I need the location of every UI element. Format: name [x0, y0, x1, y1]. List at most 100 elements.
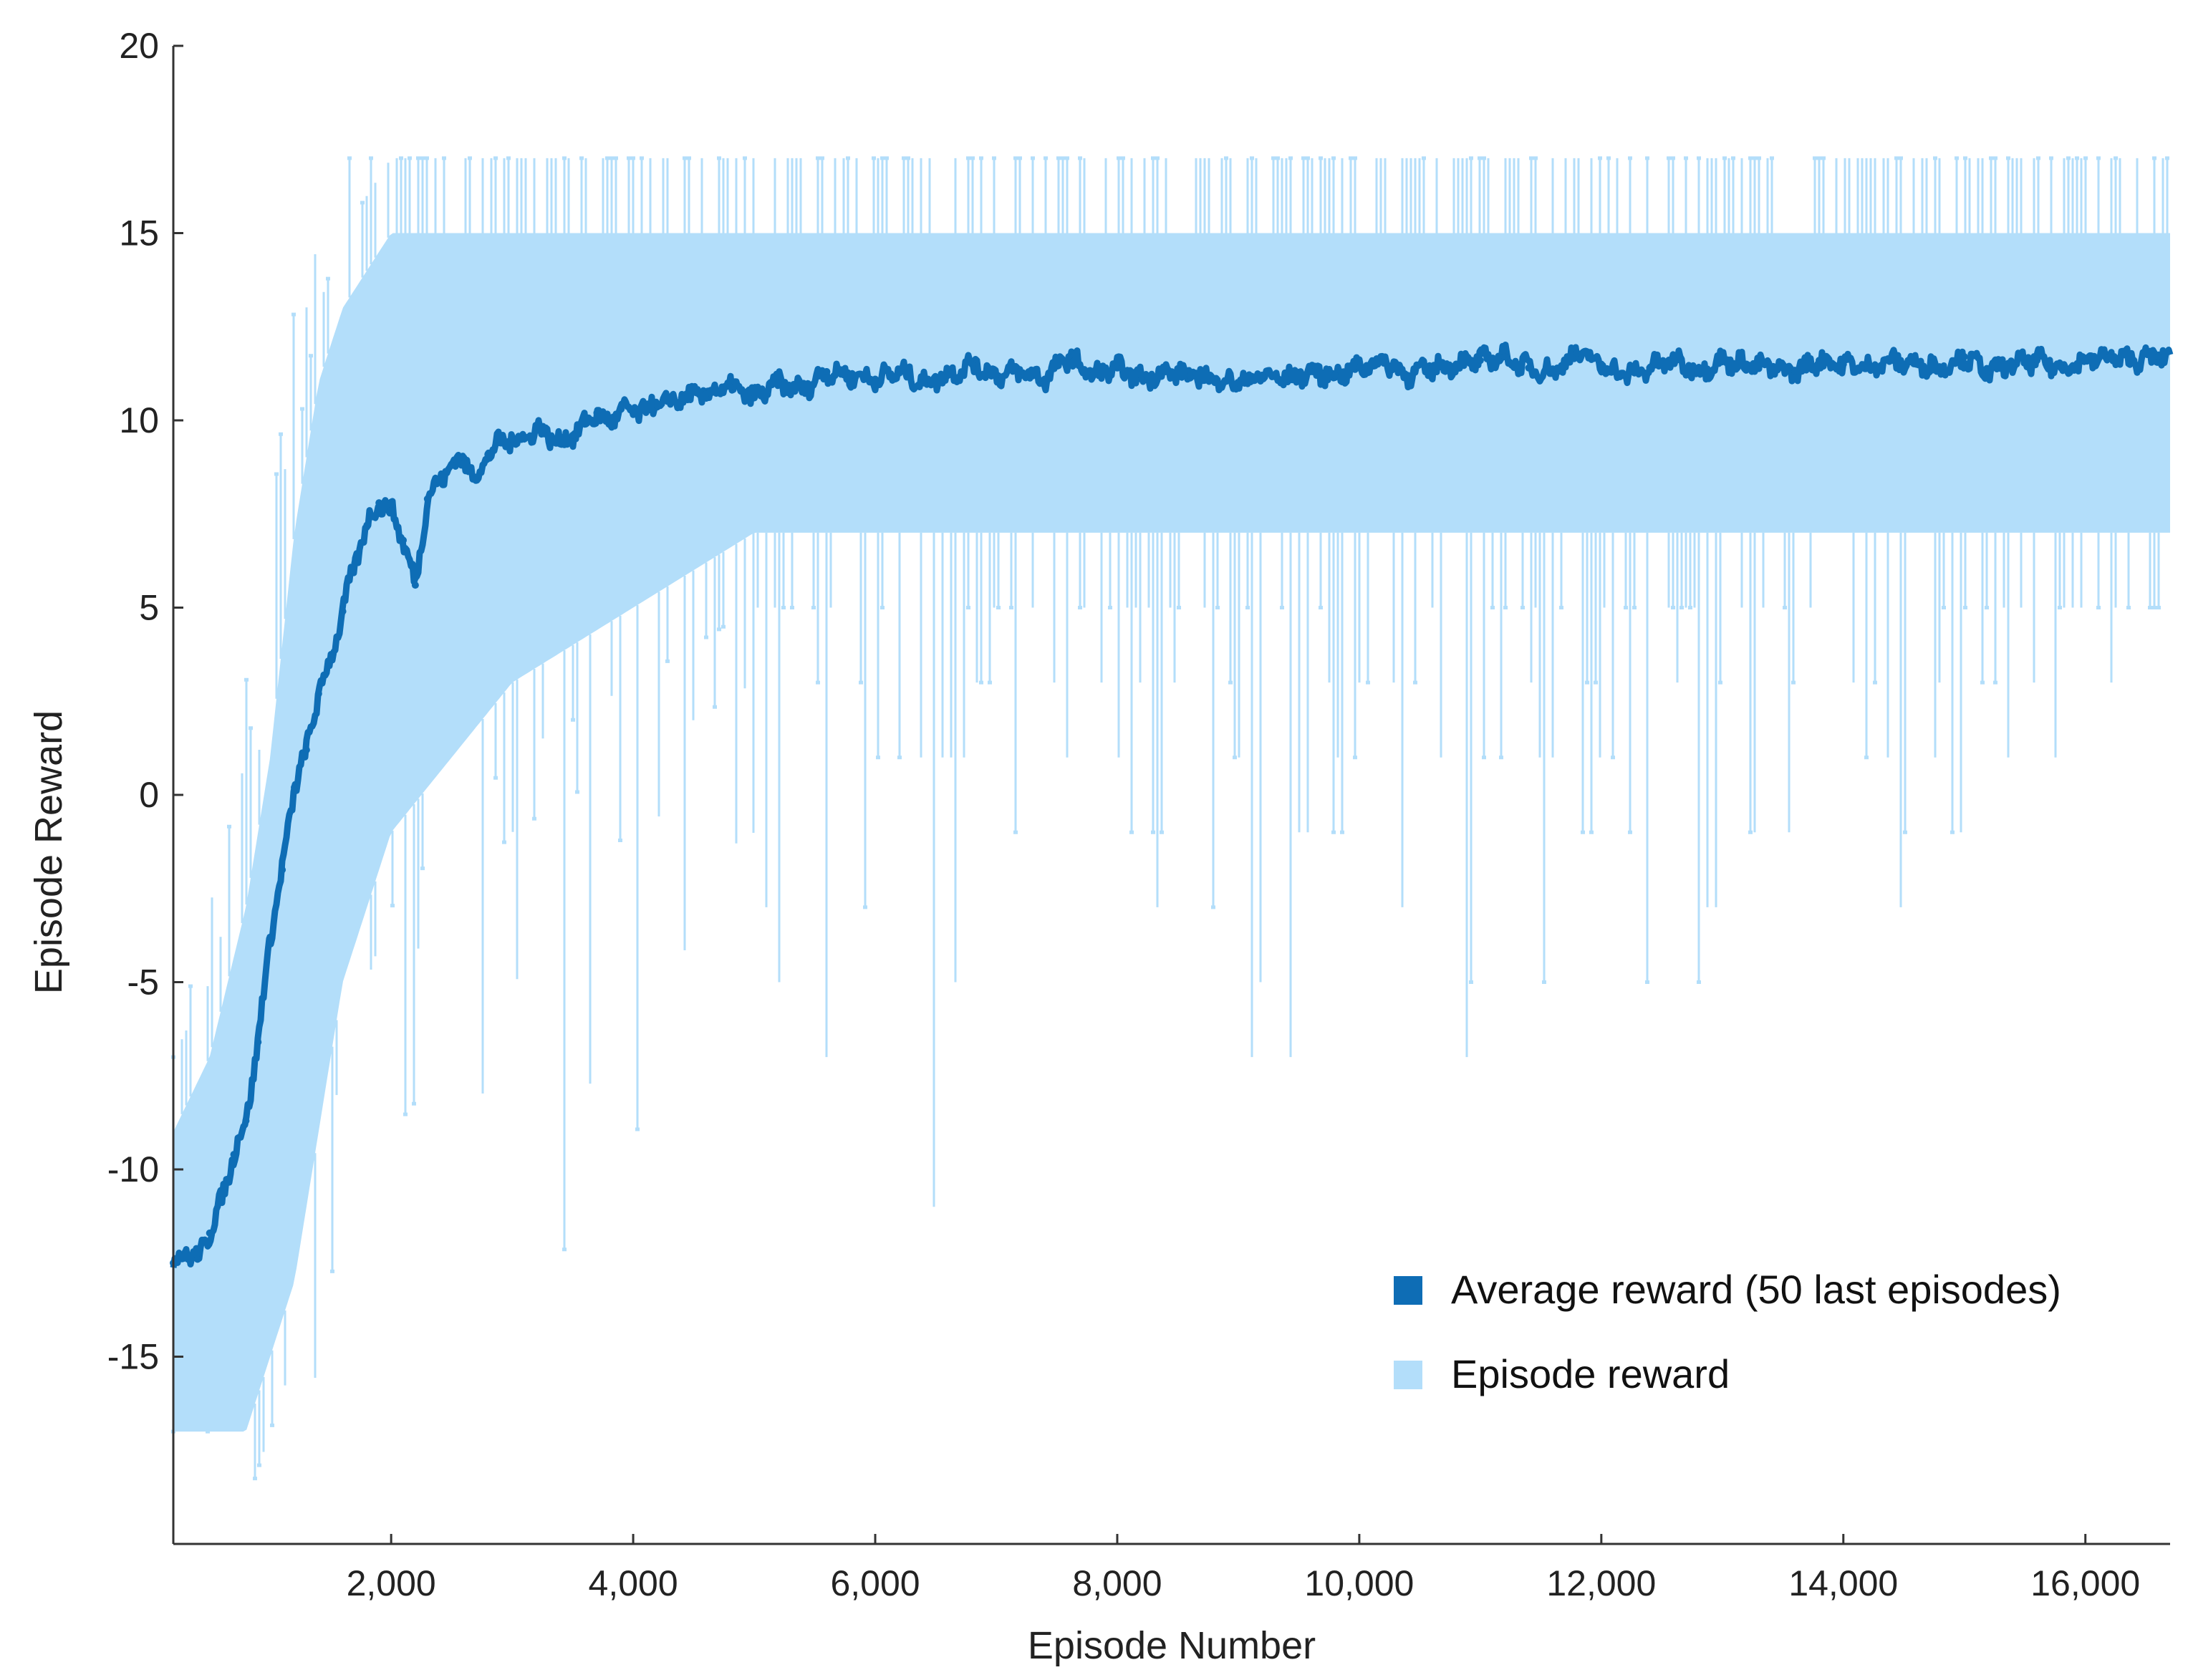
average-reward-point [872, 375, 879, 383]
average-reward-point [363, 521, 371, 529]
average-reward-point [532, 424, 540, 432]
average-reward-point [593, 409, 601, 417]
average-reward-point [1041, 375, 1049, 383]
average-reward-point [895, 368, 903, 375]
average-reward-point [2154, 353, 2162, 361]
x-tick-label: 4,000 [589, 1563, 678, 1603]
average-reward-point [1307, 368, 1315, 375]
average-reward-point [1597, 360, 1605, 368]
average-reward-point [993, 372, 1000, 380]
x-axis-title: Episode Number [1028, 1624, 1316, 1667]
average-reward-point [1767, 364, 1775, 372]
legend-swatch-average [1394, 1276, 1422, 1305]
average-reward-point [1089, 372, 1097, 380]
legend-label-episode: Episode reward [1451, 1351, 1730, 1396]
average-reward-point [1646, 364, 1654, 372]
average-reward-point [1331, 372, 1339, 380]
average-reward-point [1065, 353, 1073, 361]
average-reward-point [847, 372, 855, 380]
average-reward-point [193, 1255, 201, 1263]
average-reward-point [1476, 357, 1484, 365]
average-reward-point [751, 394, 758, 402]
average-reward-point [1912, 360, 1920, 368]
x-tick-label: 14,000 [1788, 1563, 1898, 1603]
episode-reward-series [171, 156, 2170, 1481]
average-reward-point [2033, 357, 2041, 365]
average-reward-point [242, 1117, 250, 1124]
x-tick-label: 6,000 [830, 1563, 920, 1603]
average-reward-point [617, 405, 625, 413]
average-reward-point [2009, 360, 2017, 368]
average-reward-point [1500, 353, 1508, 361]
x-tick-label: 12,000 [1546, 1563, 1656, 1603]
average-reward-point [702, 390, 710, 398]
average-reward-point [1283, 375, 1291, 383]
average-reward-point [581, 420, 589, 428]
average-reward-point [375, 499, 383, 507]
average-reward-point [472, 476, 480, 484]
average-reward-point [2106, 353, 2114, 361]
average-reward-point [556, 439, 564, 447]
average-reward-series [170, 342, 2174, 1268]
average-reward-point [1670, 357, 1678, 365]
average-reward-point [1114, 364, 1121, 372]
average-reward-point [448, 461, 456, 469]
average-reward-point [1573, 349, 1581, 357]
average-reward-point [1258, 372, 1266, 380]
average-reward-point [1695, 368, 1702, 375]
average-reward-point [605, 420, 613, 428]
average-reward-point [435, 476, 443, 484]
average-reward-point [266, 933, 274, 941]
x-axis-ticks: 2,000 4,000 6,000 8,000 10,000 12,000 14,000 16… [347, 1534, 2140, 1603]
average-reward-point [1718, 357, 1726, 365]
y-tick-label: -5 [127, 962, 159, 1003]
average-reward-point [799, 387, 806, 395]
average-reward-point [1985, 368, 1992, 375]
average-reward-point [774, 379, 782, 387]
episode-reward-core-band [173, 233, 2170, 1432]
average-reward-point [1621, 372, 1629, 380]
average-reward-line [170, 342, 2174, 1268]
average-reward-point [569, 431, 577, 439]
average-reward-point [218, 1195, 226, 1203]
average-reward-point [460, 454, 468, 462]
average-reward-point [521, 435, 528, 443]
y-axis-title: Episode Reward [27, 710, 70, 994]
x-tick-label: 16,000 [2030, 1563, 2140, 1603]
average-reward-point [544, 431, 552, 439]
average-reward-point [509, 435, 516, 443]
legend: Average reward (50 last episodes) Episod… [1394, 1267, 2061, 1396]
average-reward-point [653, 402, 661, 410]
average-reward-point [968, 360, 976, 368]
average-reward-point [1210, 375, 1218, 383]
average-reward-point [400, 536, 407, 544]
average-reward-point [726, 382, 734, 390]
average-reward-point [206, 1229, 213, 1237]
average-reward-point [254, 1038, 262, 1046]
average-reward-point [339, 607, 347, 615]
average-reward-point [1404, 372, 1412, 380]
legend-swatch-episode [1394, 1361, 1422, 1389]
average-reward-point [2130, 357, 2138, 365]
average-reward-point [678, 394, 685, 402]
x-tick-label: 10,000 [1304, 1563, 1414, 1603]
average-reward-point [1137, 375, 1145, 383]
average-reward-point [2057, 364, 2065, 372]
y-tick-label: 15 [119, 213, 159, 254]
average-reward-point [411, 581, 419, 589]
average-reward-point [1816, 357, 1823, 365]
average-reward-point [1888, 357, 1896, 365]
average-reward-point [1379, 357, 1387, 365]
average-reward-point [1162, 368, 1170, 375]
average-reward-point [484, 450, 492, 458]
average-reward-point [1791, 368, 1799, 375]
average-reward-point [944, 372, 952, 380]
x-tick-label: 2,000 [347, 1563, 436, 1603]
y-axis-ticks: -15 -10 -5 0 5 10 15 20 [107, 26, 183, 1377]
average-reward-point [1839, 360, 1847, 368]
average-reward-point [1864, 364, 1871, 372]
y-tick-label: -10 [107, 1149, 159, 1189]
average-reward-point [314, 690, 322, 697]
average-reward-point [2081, 357, 2089, 365]
average-reward-point [823, 368, 831, 375]
